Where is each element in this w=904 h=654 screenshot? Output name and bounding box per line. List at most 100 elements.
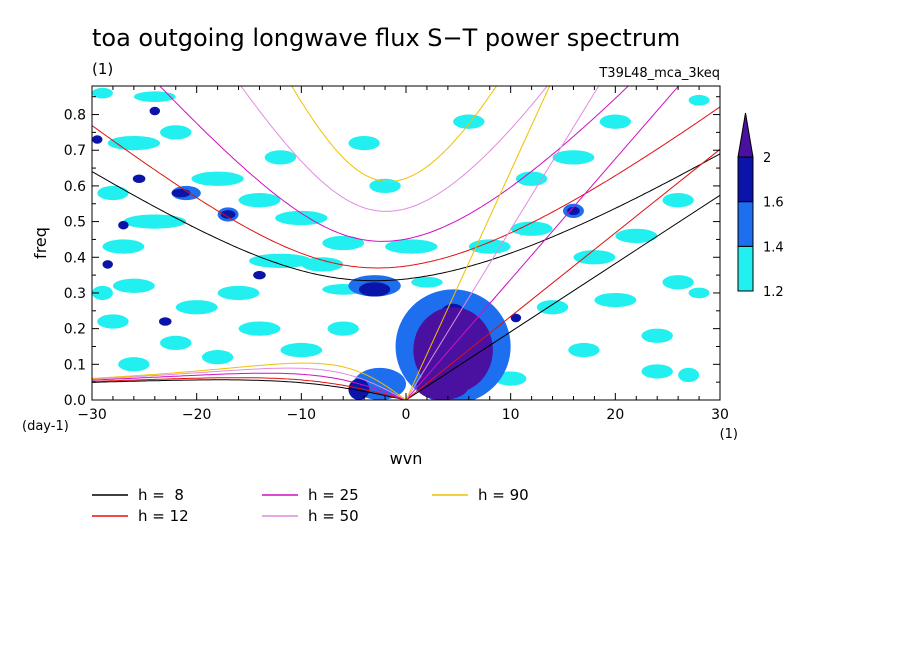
power-region xyxy=(238,321,281,336)
dispersion-curve xyxy=(92,362,407,400)
power-region xyxy=(201,350,234,365)
power-region xyxy=(160,335,192,351)
colorbar-label: 1.6 xyxy=(763,196,784,211)
y-unit-label: (day-1) xyxy=(22,419,69,434)
dispersion-curve xyxy=(159,86,630,242)
dispersion-curve xyxy=(92,153,720,282)
power-region xyxy=(175,300,218,315)
power-region xyxy=(322,235,365,251)
power-region xyxy=(510,221,553,236)
power-region xyxy=(280,342,323,358)
power-region xyxy=(132,174,146,184)
power-region xyxy=(102,239,145,254)
chart-title: toa outgoing longwave flux S−T power spe… xyxy=(92,24,680,52)
dispersion-curve xyxy=(405,86,680,400)
power-region xyxy=(567,206,580,216)
power-region xyxy=(573,250,616,265)
y-tick-label: 0.1 xyxy=(64,357,86,373)
dispersion-curve xyxy=(92,106,720,269)
power-region xyxy=(453,114,485,129)
power-region xyxy=(594,292,637,308)
dispersion-curve xyxy=(92,367,407,400)
dispersion-curve xyxy=(405,86,551,400)
dispersion-curve xyxy=(92,377,407,400)
y-tick-label: 0.0 xyxy=(64,393,86,409)
power-region xyxy=(92,285,113,301)
y-tick-label: 0.5 xyxy=(64,215,86,231)
power-region xyxy=(510,313,522,323)
power-region xyxy=(515,171,548,186)
power-region xyxy=(468,239,511,254)
power-region xyxy=(149,106,161,116)
power-region xyxy=(348,135,380,151)
y-tick-label: 0.7 xyxy=(64,143,86,159)
power-region xyxy=(220,210,236,219)
chart-subtitle-left: (1) xyxy=(92,60,113,78)
power-region xyxy=(118,220,129,230)
power-region xyxy=(249,253,312,268)
power-region xyxy=(253,270,266,280)
power-region xyxy=(97,185,129,201)
legend-label: h = 50 xyxy=(308,507,359,525)
legend-label: h = 25 xyxy=(308,486,359,504)
power-region xyxy=(92,135,103,144)
power-region xyxy=(301,257,344,272)
y-tick-label: 0.4 xyxy=(64,250,86,266)
power-region xyxy=(264,150,297,165)
colorbar-label: 1.2 xyxy=(763,285,784,300)
power-region xyxy=(327,321,359,336)
power-region xyxy=(348,378,370,400)
power-region xyxy=(191,171,244,186)
power-region xyxy=(453,342,485,372)
dispersion-curve xyxy=(405,86,600,400)
power-region xyxy=(123,214,187,229)
x-tick-label: −20 xyxy=(182,407,212,423)
legend: h = 8 h = 12 h = 25 h = 50 h = 90 xyxy=(92,486,529,525)
colorbar-swatch xyxy=(737,245,754,292)
power-region xyxy=(118,357,150,372)
power-region xyxy=(358,282,391,297)
chart-subtitle-right: T39L48_mca_3keq xyxy=(598,66,720,81)
power-region xyxy=(92,87,113,99)
dispersion-curve xyxy=(92,372,407,400)
x-tick-label: 0 xyxy=(402,407,411,423)
power-region xyxy=(641,328,673,343)
x-tick-label: 30 xyxy=(711,407,729,423)
x-tick-label: −10 xyxy=(287,407,317,423)
legend-label: h = 90 xyxy=(478,486,529,504)
power-region xyxy=(536,300,569,315)
power-region xyxy=(678,367,700,383)
colorbar-label: 2 xyxy=(763,151,771,166)
y-tick-label: 0.2 xyxy=(64,322,86,338)
colorbar-arrow xyxy=(737,112,754,158)
power-region xyxy=(97,314,129,329)
legend-label: h = 12 xyxy=(138,507,189,525)
x-tick-label: 20 xyxy=(606,407,624,423)
dispersion-curve xyxy=(240,86,548,212)
x-tick-label: 10 xyxy=(502,407,520,423)
power-region xyxy=(688,287,710,299)
x-axis-label: wvn xyxy=(390,449,423,468)
colorbar-swatch xyxy=(737,156,754,203)
power-region xyxy=(133,91,176,103)
y-tick-label: 0.8 xyxy=(64,108,86,124)
legend-label: h = 8 xyxy=(138,486,184,504)
power-region xyxy=(662,193,694,208)
power-region xyxy=(688,94,710,106)
power-region xyxy=(385,239,438,254)
colorbar-swatch xyxy=(737,201,754,247)
power-region xyxy=(158,317,172,326)
power-region xyxy=(641,364,673,379)
power-region xyxy=(112,278,155,293)
x-tick-label: −30 xyxy=(77,407,107,423)
dispersion-curve xyxy=(405,148,720,400)
power-region xyxy=(416,371,469,400)
dispersion-curve xyxy=(405,194,720,400)
power-region xyxy=(413,307,493,393)
x-unit-label: (1) xyxy=(720,427,738,442)
power-region xyxy=(160,125,192,140)
y-tick-label: 0.3 xyxy=(64,286,86,302)
power-region xyxy=(662,275,694,290)
colorbar-label: 1.4 xyxy=(763,240,784,255)
